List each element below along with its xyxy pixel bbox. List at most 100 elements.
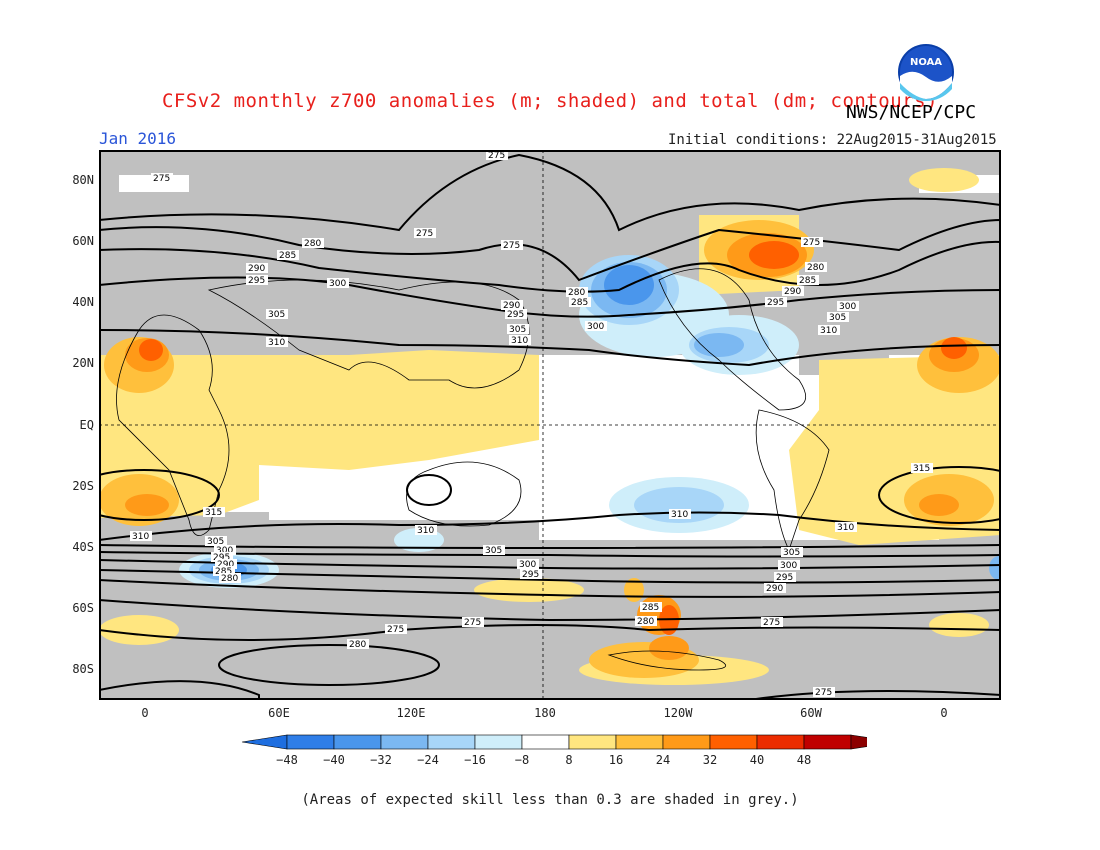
contour-label-310-c: 310: [818, 325, 840, 336]
colorbar-label: 48: [797, 753, 811, 767]
logo-text: NOAA: [910, 57, 942, 68]
colorbar-label: −16: [464, 753, 486, 767]
colorbar-swatch: [568, 734, 617, 750]
map-title: CFSv2 monthly z700 anomalies (m; shaded)…: [161, 90, 939, 112]
svg-text:305: 305: [485, 546, 502, 556]
svg-text:275: 275: [464, 618, 481, 628]
colorbar-label: −48: [276, 753, 298, 767]
svg-text:290: 290: [766, 584, 783, 594]
svg-text:300: 300: [780, 561, 797, 571]
svg-text:285: 285: [215, 567, 232, 577]
contour-label-295-f: 295: [774, 572, 796, 583]
contour-315-east: [878, 466, 1001, 524]
colorbar-swatch: [756, 734, 805, 750]
contour-label-310-g: 310: [835, 522, 857, 533]
contour-label-305-f: 305: [781, 547, 803, 558]
colorbar-swatch: [333, 734, 382, 750]
svg-text:280: 280: [807, 263, 824, 273]
contour-label-295-c: 295: [765, 297, 787, 308]
colorbar-labels: −48 −40 −32 −24 −16 −8 8 16 24 32 40 48: [276, 753, 811, 767]
contour-label-275-h: 275: [813, 687, 835, 698]
contour-275-north: [99, 153, 1001, 232]
longitude-axis: 0 60E 120E 180 120W 60W 0: [141, 706, 947, 720]
svg-text:290: 290: [503, 301, 520, 311]
svg-text:300: 300: [329, 279, 346, 289]
lat-tick: 80N: [72, 173, 94, 187]
svg-text:315: 315: [913, 464, 930, 474]
map-panel: 275 275 275 275 275 280 285 290 295 300 …: [99, 150, 1001, 700]
lon-tick: 0: [940, 706, 947, 720]
contour-label-310-f: 310: [669, 509, 691, 520]
contour-label-285: 285: [277, 250, 299, 261]
colorbar-swatch: [380, 734, 429, 750]
colorbar-end-high: [850, 734, 867, 750]
colorbar-swatch: [521, 734, 570, 750]
contour-label-295: 295: [246, 275, 268, 286]
svg-text:295: 295: [767, 298, 784, 308]
contour-label-305: 305: [266, 309, 288, 320]
noaa-logo: NOAA: [898, 44, 954, 101]
colorbar-label: 40: [750, 753, 764, 767]
lat-tick: 20S: [72, 479, 94, 493]
svg-text:275: 275: [488, 151, 505, 161]
colorbar-label: −40: [323, 753, 345, 767]
svg-text:275: 275: [387, 625, 404, 635]
lon-tick: 0: [141, 706, 148, 720]
svg-text:285: 285: [571, 298, 588, 308]
svg-text:310: 310: [671, 510, 688, 520]
lon-tick: 120W: [664, 706, 694, 720]
contour-label-310-e: 310: [415, 525, 437, 536]
svg-text:275: 275: [763, 618, 780, 628]
contour-label-275-c: 275: [501, 240, 523, 251]
contour-label-305-e: 305: [483, 545, 505, 556]
contour-label-300-f: 300: [778, 560, 800, 571]
contour-label-285-c: 285: [797, 275, 819, 286]
colorbar-label: −24: [417, 753, 439, 767]
svg-text:285: 285: [799, 276, 816, 286]
contour-280-antarctic: [218, 644, 440, 686]
svg-text:305: 305: [783, 548, 800, 558]
svg-text:295: 295: [522, 570, 539, 580]
contour-label-300-e: 300: [517, 559, 539, 570]
svg-text:300: 300: [839, 302, 856, 312]
lat-tick: 20N: [72, 356, 94, 370]
contour-label-290: 290: [246, 263, 268, 274]
svg-text:275: 275: [416, 229, 433, 239]
contour-label-295-d: 295: [211, 552, 233, 563]
latitude-axis: 80N 60N 40N 20N EQ 20S 40S 60S 80S: [72, 173, 94, 676]
contour-label-315-b: 315: [203, 507, 225, 518]
svg-text:280: 280: [349, 640, 366, 650]
contour-label-280-c: 280: [805, 262, 827, 273]
contour-label-290-f: 290: [764, 583, 786, 594]
contour-285-south: [99, 579, 1001, 598]
coastlines: [116, 268, 830, 671]
contour-315-west: [99, 469, 220, 521]
lat-tick: 40S: [72, 540, 94, 554]
contour-label-290-c: 290: [782, 286, 804, 297]
colorbar-swatch: [662, 734, 711, 750]
agency-label: NWS/NCEP/CPC: [846, 102, 977, 123]
contour-280: [99, 219, 1001, 282]
svg-text:310: 310: [268, 338, 285, 348]
colorbar-swatch: [709, 734, 758, 750]
contour-label-280-e: 280: [635, 616, 657, 627]
svg-text:290: 290: [217, 560, 234, 570]
contour-315-australia: [406, 474, 452, 506]
contour-label-280-b: 280: [566, 287, 588, 298]
colorbar-label: −8: [515, 753, 529, 767]
colorbar-swatch: [427, 734, 476, 750]
svg-text:290: 290: [784, 287, 801, 297]
lon-tick: 180: [534, 706, 556, 720]
svg-text:305: 305: [207, 537, 224, 547]
contour-275-polar: [99, 680, 1001, 700]
contour-310-south: [99, 511, 1001, 541]
contour-label-290-d: 290: [215, 559, 237, 570]
svg-text:315: 315: [205, 508, 222, 518]
colorbar-label: −32: [370, 753, 392, 767]
map-frame: [99, 150, 1001, 700]
contour-label-285-b: 285: [569, 297, 591, 308]
height-contours: [99, 153, 1001, 700]
contour-label-295-e: 295: [520, 569, 542, 580]
svg-text:280: 280: [221, 574, 238, 584]
svg-text:310: 310: [511, 336, 528, 346]
